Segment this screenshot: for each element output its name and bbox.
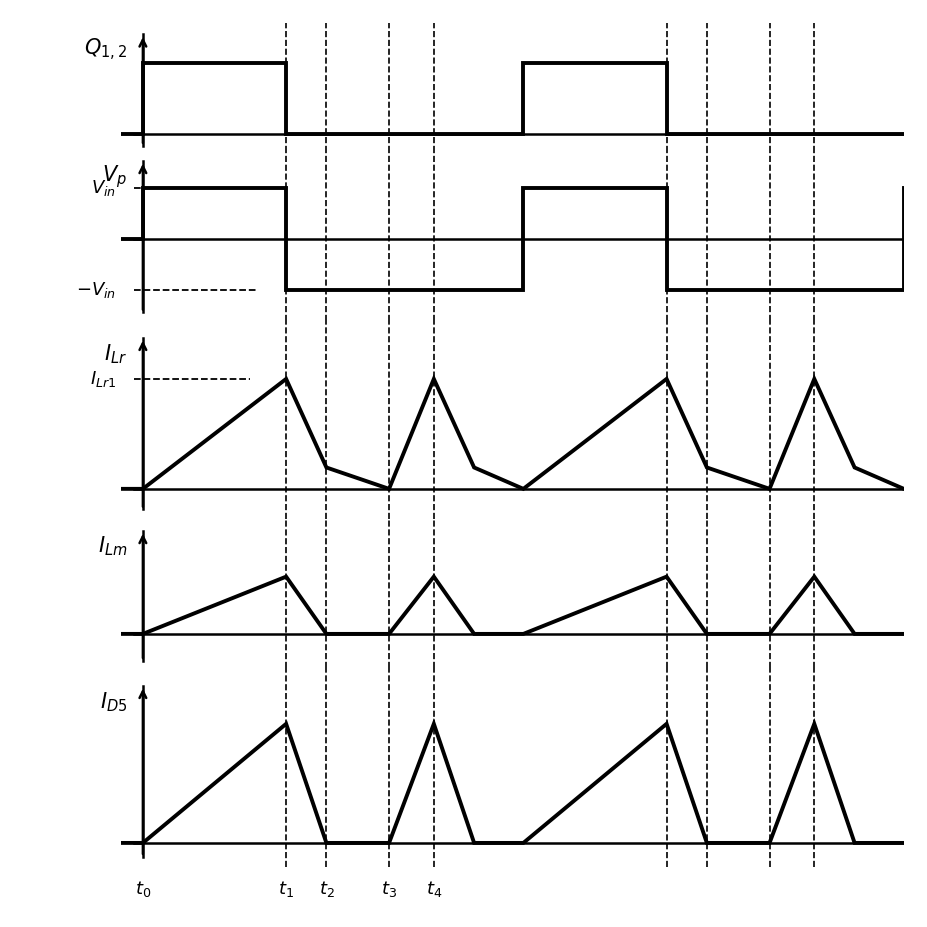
Text: $t_4$: $t_4$: [425, 880, 442, 899]
Text: $t_2$: $t_2$: [319, 880, 335, 899]
Text: $t_1$: $t_1$: [278, 880, 294, 899]
Text: $Q_{1,2}$: $Q_{1,2}$: [84, 37, 127, 63]
Text: $I_{Lr1}$: $I_{Lr1}$: [90, 369, 116, 389]
Text: $I_{Lr}$: $I_{Lr}$: [104, 342, 127, 366]
Text: $-V_{in}$: $-V_{in}$: [76, 280, 116, 299]
Text: $V_{in}$: $V_{in}$: [91, 177, 116, 197]
Text: $I_{D5}$: $I_{D5}$: [100, 691, 127, 714]
Text: $V_p$: $V_p$: [102, 163, 127, 190]
Text: $t_0$: $t_0$: [134, 880, 151, 899]
Text: $I_{Lm}$: $I_{Lm}$: [97, 534, 127, 557]
Text: $t_3$: $t_3$: [381, 880, 397, 899]
